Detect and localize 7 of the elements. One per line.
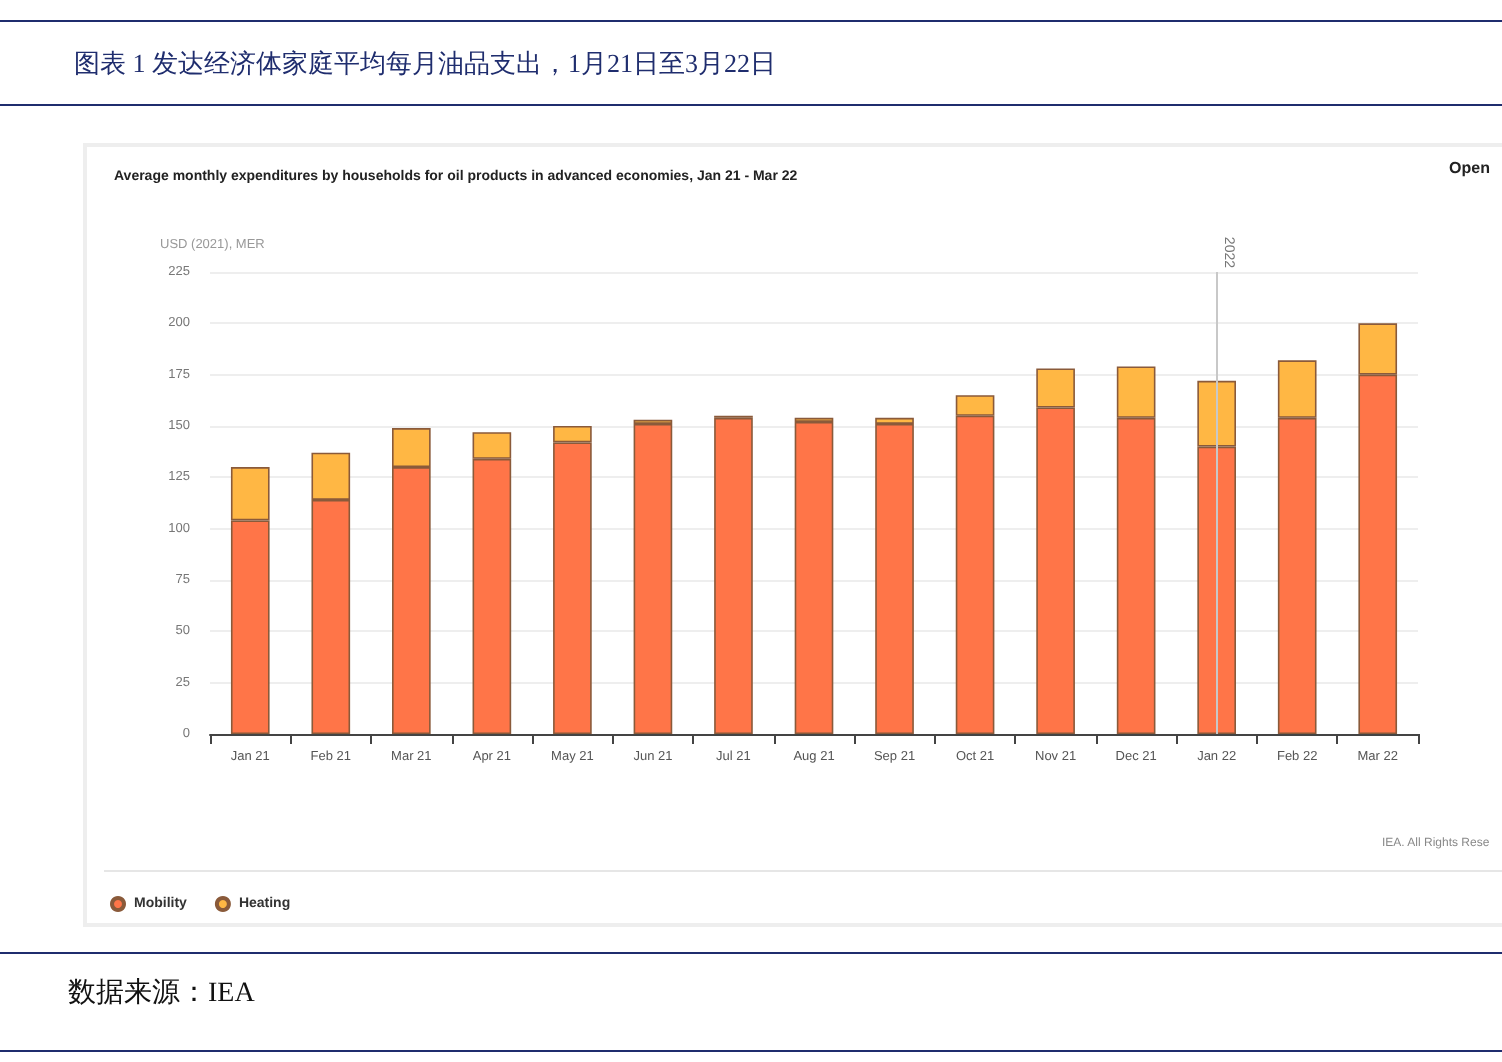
source-note: 数据来源：IEA	[68, 977, 257, 1009]
bar	[794, 421, 834, 734]
bar	[714, 417, 753, 734]
bar	[875, 423, 914, 734]
text: Open	[1449, 159, 1491, 177]
bar	[633, 423, 673, 734]
chart-title: 图表 1 发达经济体家庭平均每月油品支出，1月21日至3月22日	[74, 48, 776, 78]
